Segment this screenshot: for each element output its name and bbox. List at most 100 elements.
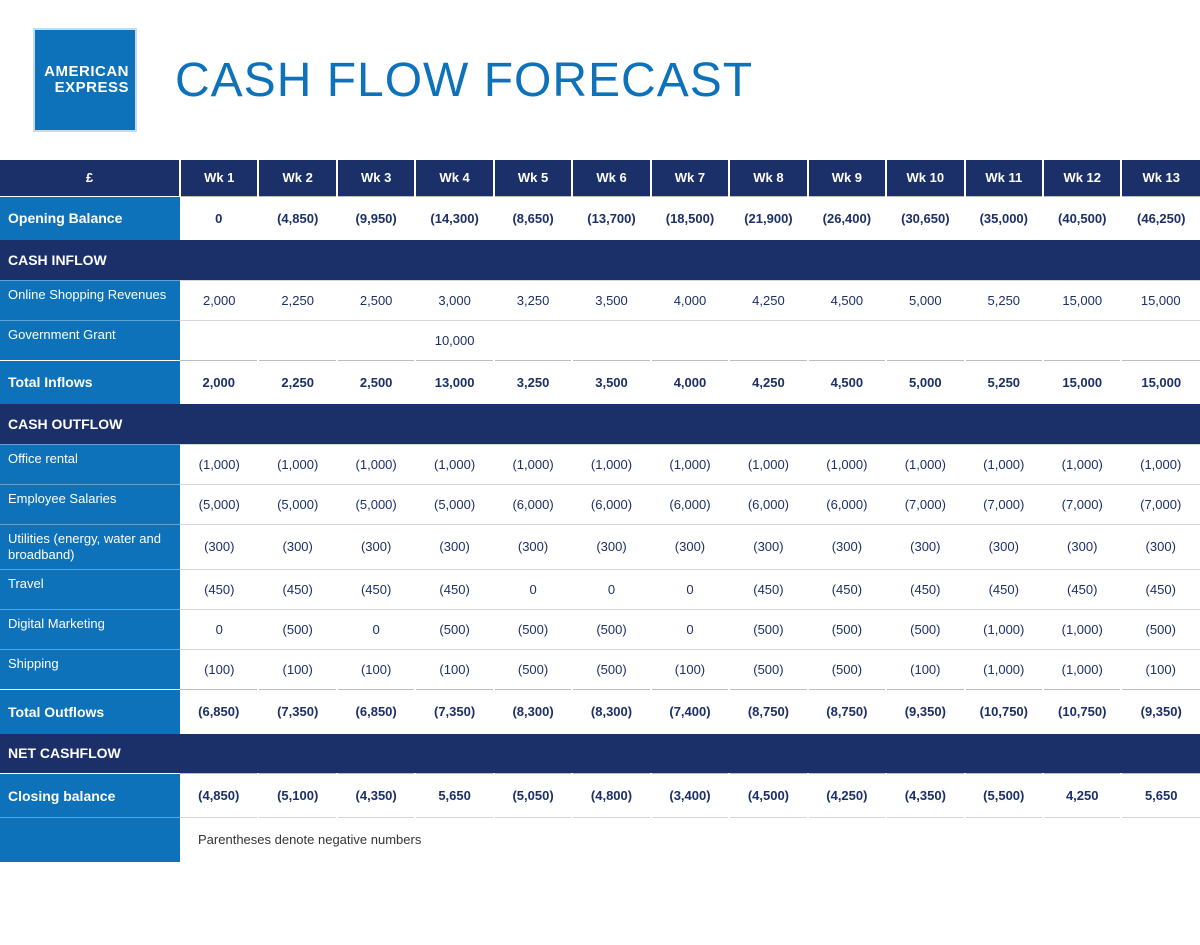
cell: (100)	[1121, 650, 1200, 690]
cell: 4,250	[729, 280, 807, 320]
cell: (6,000)	[572, 484, 650, 524]
cell: 4,250	[1043, 774, 1121, 818]
amex-logo: AMERICAN EXPRESS	[35, 30, 135, 130]
cell: (7,000)	[1043, 484, 1121, 524]
header-row: £ Wk 1 Wk 2 Wk 3 Wk 4 Wk 5 Wk 6 Wk 7 Wk …	[0, 160, 1200, 196]
cell: (5,000)	[415, 484, 493, 524]
cell: 4,000	[651, 280, 729, 320]
cell: (8,650)	[494, 196, 572, 240]
cell: (8,750)	[729, 690, 807, 734]
section-net-cashflow: NET CASHFLOW	[0, 734, 1200, 774]
cell: (26,400)	[808, 196, 886, 240]
cell: (500)	[729, 650, 807, 690]
cell: 5,650	[1121, 774, 1200, 818]
cell: (1,000)	[1043, 610, 1121, 650]
cell: (1,000)	[808, 444, 886, 484]
section-label: CASH OUTFLOW	[0, 404, 1200, 444]
footnote: Parentheses denote negative numbers	[180, 818, 1200, 862]
cell	[572, 320, 650, 360]
cell: (21,900)	[729, 196, 807, 240]
row-label: Government Grant	[0, 320, 180, 360]
cell: (1,000)	[494, 444, 572, 484]
cell	[729, 320, 807, 360]
cell: (1,000)	[651, 444, 729, 484]
cell: (300)	[651, 524, 729, 570]
cell: (7,000)	[965, 484, 1043, 524]
cell: (300)	[415, 524, 493, 570]
cell: (7,000)	[886, 484, 964, 524]
cell: (40,500)	[1043, 196, 1121, 240]
cell: 5,000	[886, 280, 964, 320]
row-label: Utilities (energy, water and broadband)	[0, 524, 180, 570]
cell: (5,000)	[180, 484, 258, 524]
cell: (4,850)	[258, 196, 336, 240]
row-utilities: Utilities (energy, water and broadband) …	[0, 524, 1200, 570]
col-header: Wk 7	[651, 160, 729, 196]
cell: (9,950)	[337, 196, 415, 240]
cell: (100)	[180, 650, 258, 690]
cell: (7,400)	[651, 690, 729, 734]
cell: (300)	[337, 524, 415, 570]
cell: (500)	[572, 610, 650, 650]
section-label: CASH INFLOW	[0, 240, 1200, 280]
cell: (500)	[572, 650, 650, 690]
cell	[1043, 320, 1121, 360]
cell: (1,000)	[258, 444, 336, 484]
cell: (300)	[1121, 524, 1200, 570]
cell: (450)	[180, 570, 258, 610]
cell: (5,500)	[965, 774, 1043, 818]
cell	[258, 320, 336, 360]
section-cash-outflow: CASH OUTFLOW	[0, 404, 1200, 444]
cell: (5,000)	[258, 484, 336, 524]
cell: (7,350)	[415, 690, 493, 734]
col-header: Wk 10	[886, 160, 964, 196]
cell: 10,000	[415, 320, 493, 360]
cell: (450)	[1043, 570, 1121, 610]
cell: (500)	[415, 610, 493, 650]
cell: (14,300)	[415, 196, 493, 240]
cell: (100)	[886, 650, 964, 690]
cell: (18,500)	[651, 196, 729, 240]
cell: (30,650)	[886, 196, 964, 240]
footnote-spacer	[0, 818, 180, 862]
row-label: Travel	[0, 570, 180, 610]
cell: 5,650	[415, 774, 493, 818]
cell: 4,500	[808, 360, 886, 404]
cell: 3,000	[415, 280, 493, 320]
cell: (300)	[180, 524, 258, 570]
cell: 2,250	[258, 280, 336, 320]
cell: 5,250	[965, 360, 1043, 404]
footnote-row: Parentheses denote negative numbers	[0, 818, 1200, 862]
row-office-rental: Office rental (1,000) (1,000) (1,000) (1…	[0, 444, 1200, 484]
cell: 4,000	[651, 360, 729, 404]
cell: (6,000)	[808, 484, 886, 524]
cell: (46,250)	[1121, 196, 1200, 240]
cell: (4,250)	[808, 774, 886, 818]
cell: 2,250	[258, 360, 336, 404]
cell: (6,000)	[494, 484, 572, 524]
cell: (500)	[808, 610, 886, 650]
cell: (10,750)	[965, 690, 1043, 734]
currency-symbol: £	[0, 160, 180, 196]
cell: 4,500	[808, 280, 886, 320]
logo-line2: EXPRESS	[55, 80, 129, 97]
cell: (4,500)	[729, 774, 807, 818]
cell: 3,500	[572, 280, 650, 320]
cell: (6,850)	[337, 690, 415, 734]
cell: (1,000)	[965, 444, 1043, 484]
col-header: Wk 11	[965, 160, 1043, 196]
cell: (100)	[415, 650, 493, 690]
cell: (300)	[1043, 524, 1121, 570]
cell	[886, 320, 964, 360]
cell: 0	[494, 570, 572, 610]
row-shipping: Shipping (100) (100) (100) (100) (500) (…	[0, 650, 1200, 690]
cell	[180, 320, 258, 360]
cell: (450)	[337, 570, 415, 610]
cell: (450)	[886, 570, 964, 610]
cell: (300)	[886, 524, 964, 570]
cell: 2,000	[180, 360, 258, 404]
row-label: Digital Marketing	[0, 610, 180, 650]
col-header: Wk 4	[415, 160, 493, 196]
cell	[808, 320, 886, 360]
cell: (1,000)	[1043, 444, 1121, 484]
